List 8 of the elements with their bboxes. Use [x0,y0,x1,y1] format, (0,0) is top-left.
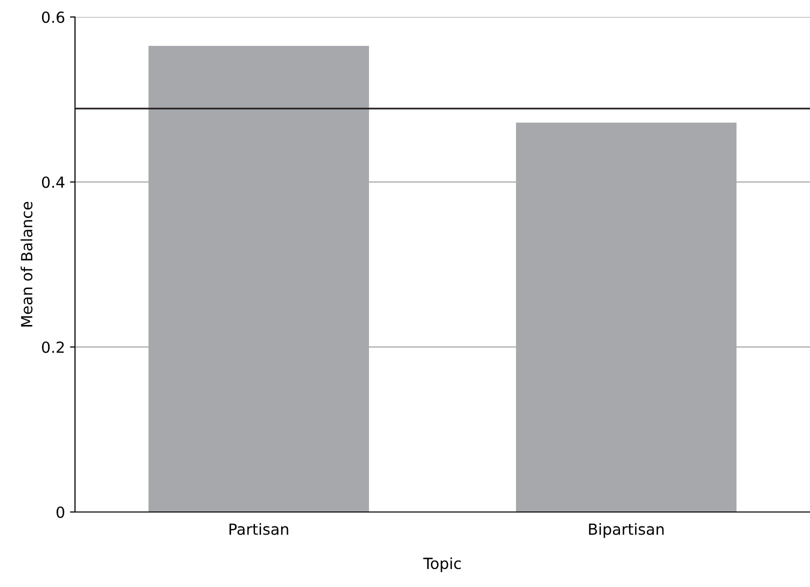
y-tick-label: 0 [56,506,64,518]
y-axis-title: Mean of Balance [20,202,32,326]
x-tick-label: Partisan [230,523,288,535]
y-tick-label: 0.2 [42,341,64,354]
x-tick-label: Bipartisan [589,523,664,538]
x-axis-title: Topic [423,557,461,572]
y-tick-label: 0.6 [42,11,64,24]
y-tick-label: 0.4 [42,176,64,188]
